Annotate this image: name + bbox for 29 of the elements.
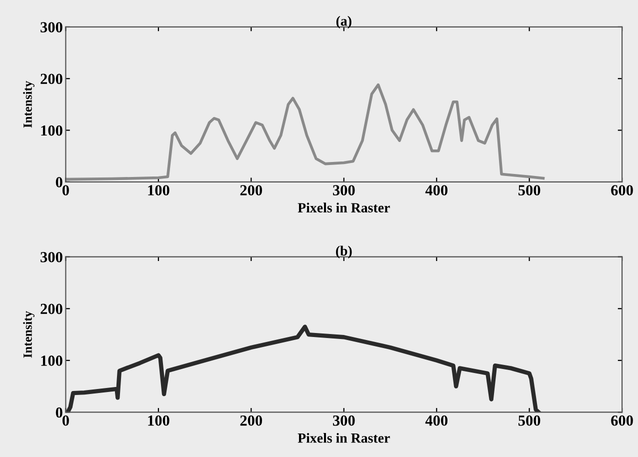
y-tick-label: 200 (40, 304, 62, 314)
y-axis-title: Intensity (23, 311, 34, 358)
y-tick-label: 0 (56, 177, 62, 188)
y-tick-label: 200 (40, 74, 62, 84)
x-tick-label: 300 (333, 415, 355, 426)
y-axis-title: Intensity (23, 80, 34, 128)
x-tick-label: 0 (62, 185, 69, 196)
x-axis-title: Pixels in Raster (298, 433, 390, 443)
y-tick-label: 0 (56, 407, 62, 418)
x-tick-label: 400 (425, 415, 448, 426)
line-series (66, 83, 545, 181)
x-tick-label: 100 (148, 415, 170, 426)
x-tick-label: 200 (240, 415, 262, 426)
y-tick-label: 100 (41, 356, 62, 366)
x-tick-label: 500 (518, 185, 540, 196)
x-axis-title: Pixels in Raster (298, 202, 390, 212)
x-tick-label: 400 (425, 185, 448, 196)
x-tick-label: 200 (240, 185, 262, 196)
x-tick-label: 600 (611, 185, 633, 196)
line-series (66, 324, 541, 412)
x-tick-label: 500 (518, 415, 540, 426)
y-tick-label: 100 (41, 125, 62, 136)
chart-title: (b) (336, 246, 352, 258)
x-tick-label: 600 (611, 415, 633, 426)
y-tick-label: 300 (40, 22, 62, 32)
x-tick-label: 300 (333, 185, 355, 196)
chart-title: (a) (336, 16, 352, 29)
y-tick-label: 300 (40, 252, 62, 262)
x-tick-label: 100 (148, 185, 170, 196)
